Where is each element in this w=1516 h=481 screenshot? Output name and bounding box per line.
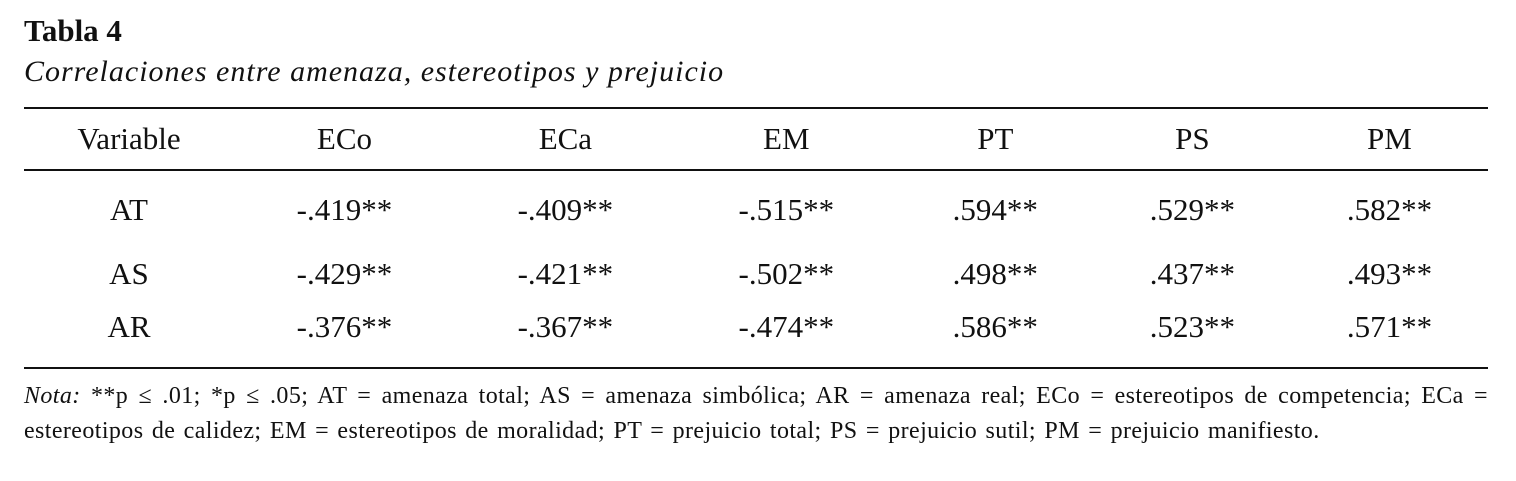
correlation-table: Variable ECo ECa EM PT PS PM AT -.419** … xyxy=(24,107,1488,369)
table-cell: -.376** xyxy=(234,301,455,369)
column-header-eca: ECa xyxy=(538,121,593,156)
table-cell: .529** xyxy=(1149,192,1235,227)
column-header-eco: ECo xyxy=(316,121,373,156)
table-cell: -.421** xyxy=(517,256,614,291)
header-row: Variable ECo ECa EM PT PS PM xyxy=(24,108,1488,170)
table-row: AR -.376** -.367** -.474** .586** .523**… xyxy=(24,301,1488,369)
table-cell: .582** xyxy=(1346,192,1433,227)
column-header-pm: PM xyxy=(1367,121,1412,156)
table-cell: -.419** xyxy=(296,192,393,227)
table-cell: -.515** xyxy=(738,192,835,227)
row-label-ar: AR xyxy=(24,301,234,369)
table-cell: -.367** xyxy=(454,301,676,369)
table-figure: Tabla 4 Correlaciones entre amenaza, est… xyxy=(24,12,1488,473)
table-cell: .571** xyxy=(1290,301,1488,369)
row-label-as: AS xyxy=(109,256,149,291)
table-cell: .523** xyxy=(1093,301,1291,369)
column-header-pt: PT xyxy=(977,121,1014,156)
table-row: AS -.429** -.421** -.502** .498** .437**… xyxy=(24,247,1488,301)
table-label: Tabla 4 xyxy=(24,13,122,48)
note-text: **p ≤ .01; *p ≤ .05; AT = amenaza total;… xyxy=(24,383,1488,444)
column-header-variable: Variable xyxy=(77,121,181,156)
table-cell: .586** xyxy=(896,301,1094,369)
table-cell: .437** xyxy=(1149,256,1235,291)
table-cell: .493** xyxy=(1346,256,1433,291)
table-cell: -.409** xyxy=(517,192,614,227)
table-cell: .498** xyxy=(952,256,1038,291)
table-cell: -.502** xyxy=(738,256,835,291)
table-cell: -.429** xyxy=(296,256,393,291)
note-label: Nota: xyxy=(24,383,81,409)
table-note: Nota: **p ≤ .01; *p ≤ .05; AT = amenaza … xyxy=(24,379,1488,449)
table-row: AT -.419** -.409** -.515** .594** .529**… xyxy=(24,170,1488,247)
table-cell: .594** xyxy=(952,192,1038,227)
table-caption: Correlaciones entre amenaza, estereotipo… xyxy=(24,55,725,88)
table-cell: -.474** xyxy=(675,301,897,369)
column-header-em: EM xyxy=(763,121,810,156)
column-header-ps: PS xyxy=(1175,121,1210,156)
row-label-at: AT xyxy=(110,192,148,227)
